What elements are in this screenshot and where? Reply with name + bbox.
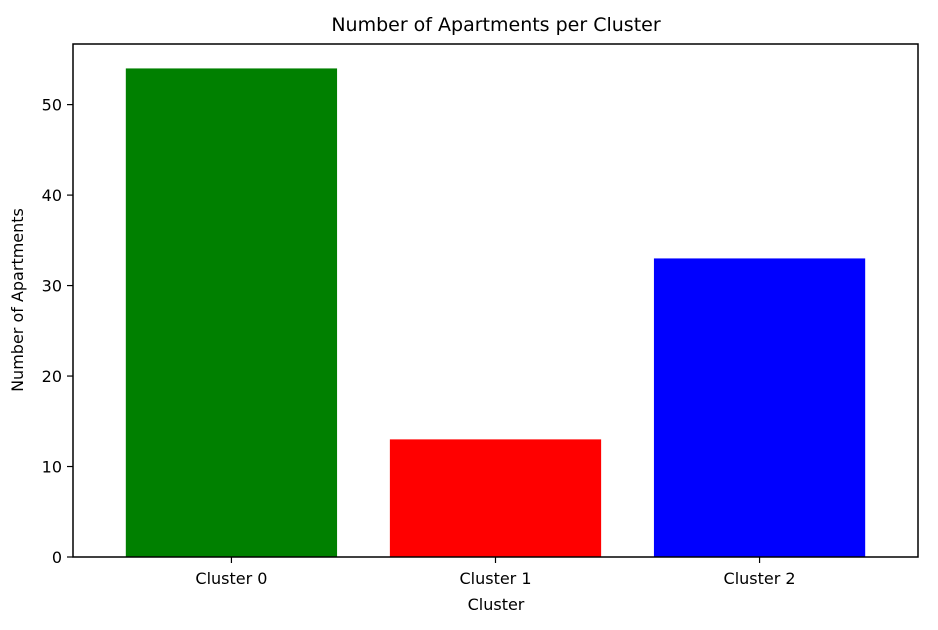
y-axis-ticks: 0 10 20 30 40 50 <box>42 96 73 567</box>
y-tick-label: 10 <box>42 458 62 477</box>
bar-cluster-1 <box>389 439 602 557</box>
y-tick-label: 0 <box>52 548 62 567</box>
x-tick-label: Cluster 0 <box>195 569 267 588</box>
x-axis-ticks: Cluster 0 Cluster 1 Cluster 2 <box>195 557 796 588</box>
chart-title: Number of Apartments per Cluster <box>331 14 661 36</box>
x-tick-label: Cluster 1 <box>459 569 531 588</box>
y-axis-title: Number of Apartments <box>8 208 27 392</box>
x-axis-title: Cluster <box>468 595 525 614</box>
y-tick-label: 40 <box>42 186 62 205</box>
y-tick-label: 50 <box>42 96 62 115</box>
bar-cluster-2 <box>653 258 866 557</box>
x-tick-label: Cluster 2 <box>724 569 796 588</box>
bar-cluster-0 <box>125 68 338 557</box>
bar-group <box>125 68 866 557</box>
plot-frame <box>72 43 919 558</box>
y-tick-label: 30 <box>42 277 62 296</box>
y-tick-label: 20 <box>42 367 62 386</box>
